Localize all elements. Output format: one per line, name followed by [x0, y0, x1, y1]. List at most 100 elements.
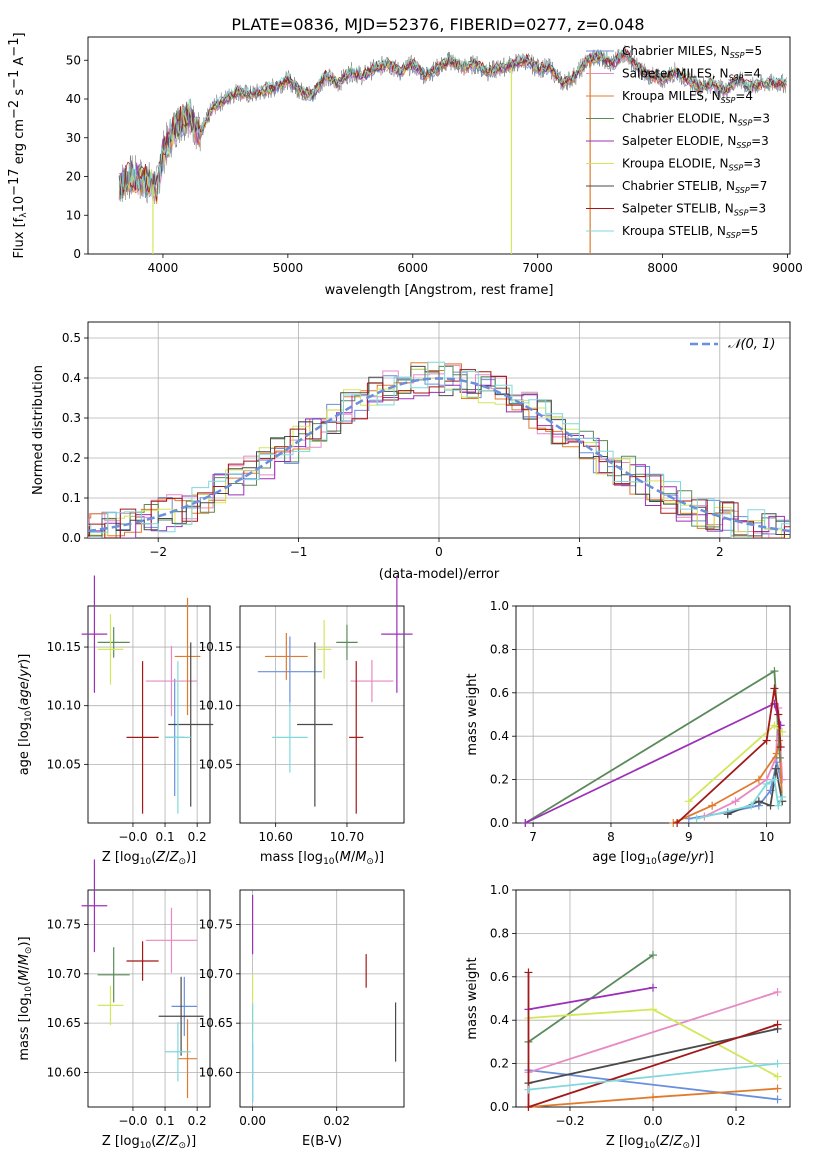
- point-chabrier-stelib: [158, 976, 204, 1056]
- x-tick-label: −0.0: [118, 830, 147, 844]
- y-tick-label: 10.15: [199, 640, 233, 654]
- x-tick-label: 0.00: [239, 1114, 266, 1128]
- legend-label: Kroupa MILES, NSSP=4: [622, 89, 753, 105]
- weight-series-kroupa-stelib: [524, 1059, 782, 1094]
- model-spectrum-kroupa-stelib: [118, 48, 787, 199]
- x-tick-label: 0.1: [156, 1114, 175, 1128]
- weight-line: [528, 986, 654, 1011]
- x-tick-label: −2: [149, 545, 167, 559]
- plot-frame: [87, 36, 791, 255]
- point-salpeter-stelib: [126, 661, 159, 814]
- model-spectrum-chabrier-elodie: [118, 51, 787, 199]
- point-kroupa-stelib: [165, 661, 191, 814]
- point-chabrier-elodie: [97, 947, 130, 1003]
- x-axis-label: age [log10(age/yr)]: [592, 850, 714, 867]
- legend-label: Chabrier ELODIE, NSSP=3: [622, 112, 770, 128]
- y-tick-label: 10.75: [47, 918, 81, 932]
- y-tick-label: 10.70: [47, 967, 81, 981]
- y-tick-label: 10.60: [199, 1065, 233, 1079]
- x-tick-label: −1: [290, 545, 308, 559]
- y-tick-label: 0.8: [490, 926, 509, 940]
- y-axis-label: age [log10(age/yr)]: [17, 654, 34, 776]
- point-salpeter-miles: [145, 645, 198, 717]
- weight-series-salpeter-stelib: [673, 684, 785, 827]
- x-tick-label: 5000: [273, 261, 304, 275]
- y-axis-label: mass weight: [465, 673, 480, 755]
- point-salpeter-miles: [145, 907, 198, 973]
- axes-mass-weight-vs-Z: −0.2 0.0 0.2 0.0 0.2 0.4 0.6 0.8 1.0 Z [log10(Z/Z…: [465, 883, 791, 1151]
- legend-label: Kroupa ELODIE, NSSP=3: [622, 157, 761, 173]
- y-tick-label: 0.3: [62, 411, 81, 425]
- y-tick-label: 0.5: [62, 331, 81, 345]
- point-salpeter-elodie: [81, 859, 108, 953]
- x-axis-label: Z [log10(Z/Z⊙)]: [102, 1134, 196, 1151]
- residual-legend: 𝒩(0, 1): [690, 337, 775, 352]
- histogram-salpeter-stelib: [88, 369, 790, 538]
- x-tick-label: 10.60: [258, 830, 292, 844]
- weight-line: [524, 669, 781, 824]
- x-tick-label: 9: [685, 830, 693, 844]
- legend-label: Kroupa STELIB, NSSP=5: [622, 224, 758, 240]
- y-axis-label: Flux [fλ10−17 erg cm−2 s−1 A−1]: [7, 32, 29, 258]
- weight-line: [528, 991, 778, 1074]
- plot-frame: [87, 605, 211, 824]
- point-salpeter-elodie: [81, 575, 108, 693]
- point-kroupa-elodie: [317, 620, 332, 679]
- weight-series-chabrier-elodie: [521, 667, 784, 827]
- y-tick-label: 0.6: [490, 686, 509, 700]
- legend-label: Salpeter ELODIE, NSSP=3: [622, 134, 769, 150]
- point-chabrier-elodie: [336, 624, 358, 660]
- point-kroupa-miles: [264, 632, 308, 680]
- point-kroupa-stelib: [272, 702, 308, 773]
- axes-age-vs-Z: −0.0 0.1 0.2 10.05 10.10 10.15 Z [log10(Z/Z⊙)]…: [17, 575, 214, 867]
- spectrum-legend: Chabrier MILES, NSSP=5 Salpeter MILES, NS…: [586, 44, 770, 240]
- y-axis-label: mass weight: [465, 957, 480, 1039]
- y-tick-label: 0.0: [490, 1100, 509, 1114]
- point-kroupa-elodie: [97, 614, 124, 685]
- plot-frame: [515, 889, 791, 1108]
- point-salpeter-stelib: [349, 661, 364, 814]
- y-tick-label: 10.75: [199, 918, 233, 932]
- histogram-salpeter-elodie: [88, 376, 790, 538]
- y-tick-label: 20: [66, 170, 81, 184]
- y-tick-label: 0.2: [490, 1057, 509, 1071]
- y-tick-label: 40: [66, 92, 81, 106]
- x-axis-label: Z [log10(Z/Z⊙)]: [606, 1134, 700, 1151]
- axes-mass-weight-vs-age: 7 8 9 10 0.0 0.2 0.4 0.6 0.8 1.0 age [log10(age/yr…: [465, 599, 791, 867]
- histograms: [88, 361, 790, 538]
- x-axis-label: mass [log10(M/M⊙)]: [260, 850, 384, 867]
- y-tick-label: 10.65: [199, 1016, 233, 1030]
- point-salpeter-stelib: [126, 941, 159, 981]
- axes-residuals: −2 −1 0 1 2 0.0 0.1 0.2 0.3 0.4 0.5 𝒩(0, 1) (data-mo…: [31, 321, 791, 582]
- weight-line: [528, 1062, 778, 1091]
- x-tick-label: −0.0: [118, 1114, 147, 1128]
- x-tick-label: 0.0: [643, 1114, 662, 1128]
- histogram-kroupa-elodie: [88, 368, 790, 538]
- y-tick-label: 1.0: [490, 599, 509, 613]
- y-tick-label: 0.0: [490, 816, 509, 830]
- y-tick-label: 1.0: [490, 883, 509, 897]
- y-tick-label: 10: [66, 208, 81, 222]
- y-tick-label: 0.2: [490, 773, 509, 787]
- legend-label: Chabrier MILES, NSSP=5: [622, 44, 762, 60]
- figure-title: PLATE=0836, MJD=52376, FIBERID=0277, z=0…: [231, 15, 644, 34]
- x-axis-label: Z [log10(Z/Z⊙)]: [102, 850, 196, 867]
- x-tick-label: 2: [716, 545, 724, 559]
- axes-age-vs-mass: 10.60 10.70 10.05 10.10 10.15 mass [log10(M/M…: [199, 575, 413, 867]
- y-tick-label: 0.4: [490, 1013, 509, 1027]
- y-tick-label: 0.4: [62, 371, 81, 385]
- y-tick-label: 10.65: [47, 1016, 81, 1030]
- x-tick-label: 0.2: [726, 1114, 745, 1128]
- plot-frame: [239, 889, 405, 1108]
- point-kroupa-miles: [174, 597, 201, 716]
- point-chabrier-stelib: [297, 642, 333, 807]
- spectrum-lines: [118, 45, 787, 254]
- axes-mass-vs-Z: −0.0 0.1 0.2 10.60 10.65 10.70 10.75 Z [log10(Z…: [17, 859, 211, 1151]
- x-tick-label: 1: [576, 545, 584, 559]
- plot-frame: [515, 605, 791, 824]
- y-tick-label: 0.1: [62, 491, 81, 505]
- axes-mass-vs-ebv: 0.00 0.02 10.60 10.65 10.70 10.75 E(B-V): [199, 889, 405, 1149]
- point-salpeter-miles: [350, 659, 394, 703]
- y-tick-label: 10.15: [47, 640, 81, 654]
